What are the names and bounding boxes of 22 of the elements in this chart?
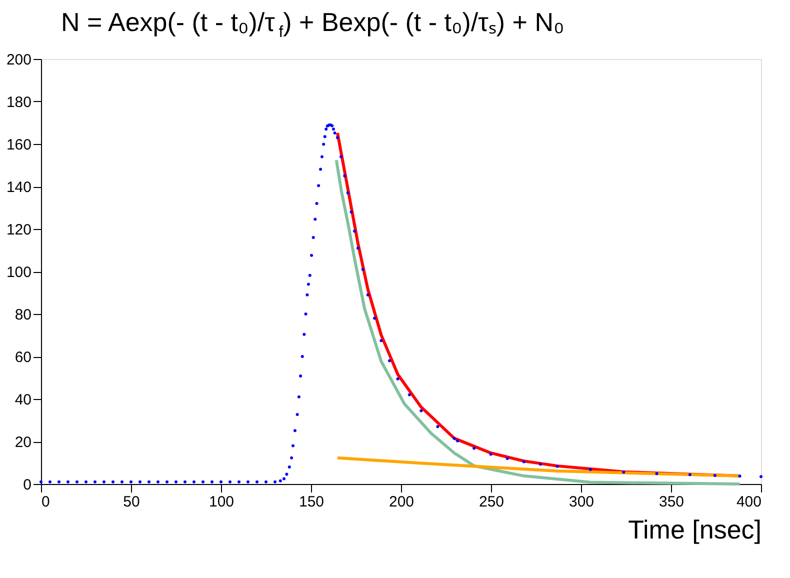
x-tick-label: 300 bbox=[568, 494, 594, 510]
y-tick-label: 100 bbox=[6, 264, 32, 281]
y-tick-label: 160 bbox=[6, 136, 32, 154]
x-tick-label: 50 bbox=[123, 494, 140, 510]
y-tick-label: 20 bbox=[14, 434, 32, 451]
y-tick-label: 0 bbox=[23, 476, 32, 494]
y-tick-label: 180 bbox=[6, 94, 32, 111]
x-tick-label: 200 bbox=[388, 494, 414, 510]
y-tick-label: 120 bbox=[6, 222, 32, 238]
x-tick-label: 150 bbox=[298, 494, 324, 510]
x-tick-label: 0 bbox=[42, 494, 50, 510]
x-axis-title: Time [nsec] bbox=[628, 514, 762, 544]
y-tick-label: 140 bbox=[6, 179, 32, 196]
x-tick-label: 250 bbox=[478, 494, 504, 510]
x-tick-label: 100 bbox=[208, 494, 234, 510]
y-tick-label: 60 bbox=[14, 349, 32, 366]
x-tick-label: 400 bbox=[736, 494, 762, 510]
y-tick-label: 200 bbox=[6, 52, 32, 68]
y-tick-label: 40 bbox=[14, 392, 32, 408]
y-tick-label: 80 bbox=[14, 306, 32, 324]
line-series bbox=[336, 456, 742, 478]
x-tick-label: 350 bbox=[658, 494, 684, 510]
